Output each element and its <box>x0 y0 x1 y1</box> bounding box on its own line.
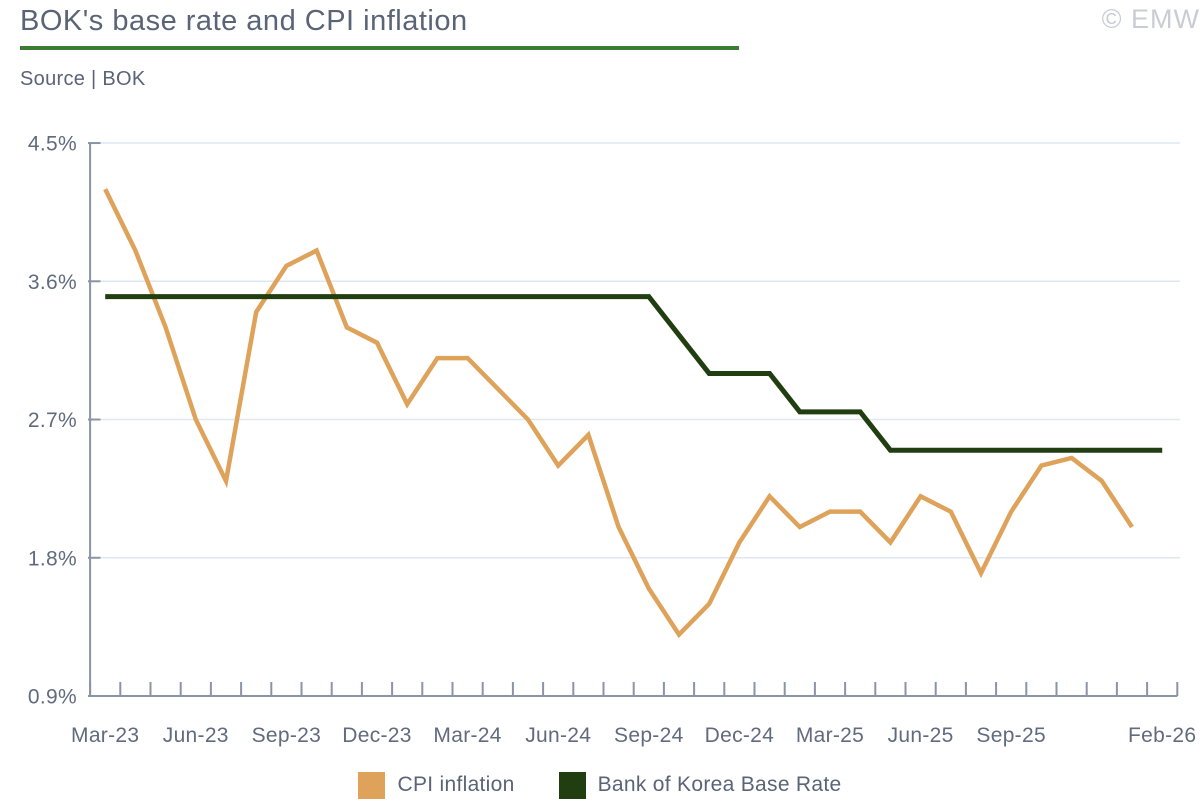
title-underline-rule <box>20 46 739 50</box>
x-axis-label: Dec-23 <box>342 724 412 747</box>
copyright-watermark: © EMW <box>1101 4 1200 34</box>
cpi-inflation-line <box>103 188 1134 639</box>
y-axis-label: 3.6% <box>28 271 77 294</box>
x-axis-label: Jun-24 <box>525 724 591 747</box>
base-rate-line <box>105 294 1163 453</box>
x-axis-label: Mar-25 <box>796 724 864 747</box>
chart-legend: CPI inflation Bank of Korea Base Rate <box>0 763 1200 807</box>
y-axis-label: 4.5% <box>28 133 77 156</box>
x-axis-label: Mar-23 <box>71 724 139 747</box>
y-axis-label: 1.8% <box>28 547 77 570</box>
legend-item-cpi-inflation: CPI inflation <box>358 771 515 799</box>
page-title: BOK's base rate and CPI inflation <box>20 5 468 37</box>
legend-item-base-rate: Bank of Korea Base Rate <box>558 771 842 799</box>
cpi-inflation-swatch-icon <box>358 771 386 799</box>
base-rate-swatch-icon <box>558 771 586 799</box>
x-axis-label: Mar-24 <box>433 724 501 747</box>
x-axis-label: Sep-24 <box>614 724 684 747</box>
x-axis-label: Jun-25 <box>888 724 954 747</box>
legend-label-base-rate: Bank of Korea Base Rate <box>597 773 842 796</box>
x-axis-label: Sep-23 <box>252 724 322 747</box>
x-axis-label: Sep-25 <box>976 724 1046 747</box>
x-axis-label: Jun-23 <box>163 724 229 747</box>
x-axis-label: Feb-26 <box>1128 724 1196 747</box>
y-axis-label: 2.7% <box>28 409 77 432</box>
y-axis-label: 0.9% <box>28 686 77 709</box>
legend-label-cpi-inflation: CPI inflation <box>397 773 515 796</box>
x-axis-label: Dec-24 <box>705 724 775 747</box>
source-label: Source | BOK <box>20 68 146 90</box>
